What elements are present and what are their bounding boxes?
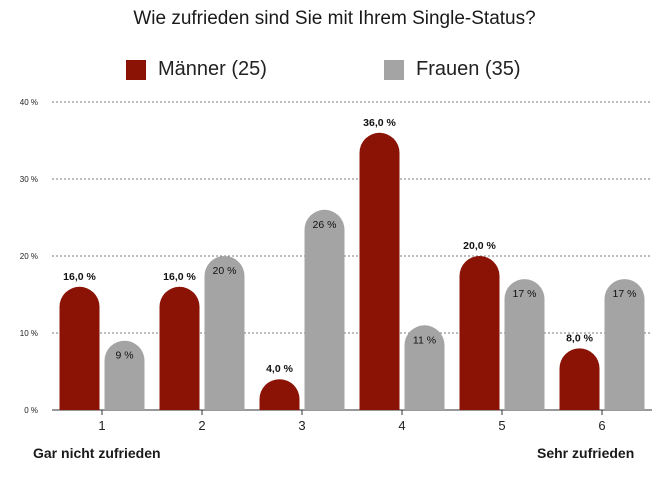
legend-swatch-frauen xyxy=(384,59,404,80)
x-tick-label: 1 xyxy=(98,418,105,433)
legend-item-maenner: Männer (25) xyxy=(126,58,267,81)
bar-maenner xyxy=(459,256,500,410)
legend-item-frauen: Frauen (35) xyxy=(384,58,521,81)
data-label-frauen: 9 % xyxy=(115,350,133,362)
data-label-frauen: 17 % xyxy=(513,288,537,300)
x-tick-label: 3 xyxy=(298,418,305,433)
bar-frauen xyxy=(204,256,245,410)
y-tick-label: 40 % xyxy=(20,98,38,107)
bar-maenner xyxy=(359,132,400,411)
bar-frauen xyxy=(504,279,545,410)
y-tick-label: 0 % xyxy=(24,406,38,415)
chart-title: Wie zufrieden sind Sie mit Ihrem Single-… xyxy=(133,8,536,29)
data-label-maenner: 16,0 % xyxy=(163,271,196,283)
legend-label-maenner: Männer (25) xyxy=(158,58,267,80)
y-tick-label: 20 % xyxy=(20,252,38,261)
bar-frauen xyxy=(404,325,445,410)
scale-left-label: Gar nicht zufrieden xyxy=(33,445,161,461)
data-label-maenner: 8,0 % xyxy=(566,332,594,344)
y-tick-label: 10 % xyxy=(20,329,38,338)
data-label-maenner: 16,0 % xyxy=(63,271,96,283)
y-tick-label: 30 % xyxy=(20,175,38,184)
data-label-frauen: 11 % xyxy=(413,334,436,346)
legend-label-frauen: Frauen (35) xyxy=(416,58,521,80)
bar-maenner xyxy=(159,286,200,410)
data-label-frauen: 26 % xyxy=(313,219,337,231)
data-label-maenner: 20,0 % xyxy=(463,240,496,252)
bar-maenner xyxy=(559,348,600,410)
bar-maenner xyxy=(259,379,300,410)
data-label-maenner: 36,0 % xyxy=(363,117,396,129)
bar-frauen xyxy=(604,279,645,410)
bar-maenner xyxy=(59,286,100,410)
x-tick-label: 5 xyxy=(498,418,505,433)
x-tick-label: 6 xyxy=(598,418,605,433)
bar-frauen xyxy=(104,340,145,410)
scale-right-label: Sehr zufrieden xyxy=(537,445,635,461)
data-label-frauen: 17 % xyxy=(613,288,637,300)
data-label-frauen: 20 % xyxy=(213,265,237,277)
data-label-maenner: 4,0 % xyxy=(266,363,294,375)
x-tick-label: 2 xyxy=(198,418,205,433)
legend-swatch-maenner xyxy=(126,59,146,80)
bar-frauen xyxy=(304,209,345,410)
x-tick-label: 4 xyxy=(398,418,405,433)
